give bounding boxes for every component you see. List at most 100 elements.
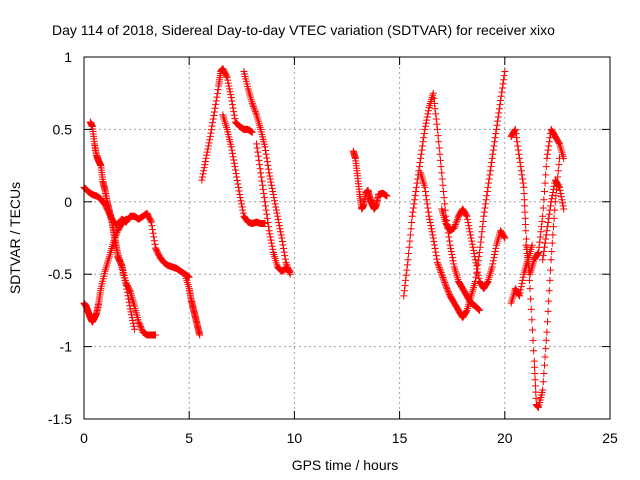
data-point xyxy=(516,289,524,297)
data-point xyxy=(228,149,236,157)
data-point xyxy=(558,196,566,204)
data-point xyxy=(402,276,410,284)
data-point xyxy=(435,262,443,270)
data-point xyxy=(513,134,521,142)
data-point xyxy=(560,205,568,213)
data-point xyxy=(422,192,430,200)
data-point xyxy=(234,184,242,192)
data-point xyxy=(471,253,479,261)
data-point xyxy=(528,316,536,324)
data-point xyxy=(475,274,483,282)
data-point xyxy=(430,238,438,246)
data-point xyxy=(269,187,277,195)
data-point xyxy=(281,255,289,263)
data-point xyxy=(266,172,274,180)
data-point xyxy=(150,237,158,245)
data-point xyxy=(401,282,409,290)
data-point xyxy=(545,138,553,146)
data-point xyxy=(549,185,557,193)
data-point xyxy=(200,167,208,175)
data-point xyxy=(528,241,536,249)
data-point xyxy=(544,307,552,315)
data-point xyxy=(404,256,412,264)
data-point xyxy=(540,361,548,369)
data-point xyxy=(424,107,432,115)
data-point xyxy=(467,231,475,239)
data-point xyxy=(275,218,283,226)
data-point xyxy=(236,194,244,202)
data-point xyxy=(203,151,211,159)
data-point xyxy=(445,233,453,241)
data-point xyxy=(424,204,432,212)
data-point xyxy=(543,328,551,336)
data-point xyxy=(383,192,391,200)
data-point xyxy=(129,317,137,325)
data-point xyxy=(274,215,282,223)
data-point xyxy=(126,286,134,294)
data-point xyxy=(525,276,533,284)
data-point xyxy=(124,295,132,303)
data-point xyxy=(540,369,548,377)
data-point xyxy=(477,233,485,241)
data-point xyxy=(501,234,509,242)
data-point xyxy=(501,67,509,75)
data-point xyxy=(495,109,503,117)
data-point xyxy=(417,154,425,162)
data-point xyxy=(438,270,446,278)
data-point xyxy=(474,268,482,276)
data-point xyxy=(239,209,247,217)
data-point xyxy=(259,185,267,193)
chart-title: Day 114 of 2018, Sidereal Day-to-day VTE… xyxy=(52,22,555,38)
data-point xyxy=(130,325,138,333)
x-tick-label: 5 xyxy=(185,430,193,446)
data-point xyxy=(489,146,497,154)
data-point xyxy=(547,198,555,206)
data-point xyxy=(497,92,505,100)
data-point xyxy=(206,136,214,144)
data-point xyxy=(403,261,411,269)
data-point xyxy=(442,282,450,290)
data-point xyxy=(203,148,211,156)
data-point xyxy=(406,237,414,245)
data-point xyxy=(421,187,429,195)
data-point xyxy=(442,283,450,291)
data-point xyxy=(517,163,525,171)
data-point xyxy=(406,231,414,239)
data-point xyxy=(542,163,550,171)
data-point xyxy=(436,265,444,273)
data-point xyxy=(262,146,270,154)
data-point xyxy=(135,318,143,326)
data-point xyxy=(539,212,547,220)
data-point xyxy=(441,200,449,208)
data-point xyxy=(512,130,520,138)
data-point xyxy=(147,218,155,226)
data-point xyxy=(252,109,260,117)
data-point xyxy=(237,197,245,205)
data-point xyxy=(286,267,294,275)
data-point xyxy=(402,271,410,279)
data-point xyxy=(465,222,473,230)
data-point xyxy=(148,222,156,230)
data-point xyxy=(491,134,499,142)
data-point xyxy=(253,144,261,152)
data-point xyxy=(254,152,262,160)
data-point xyxy=(547,256,555,264)
data-point xyxy=(214,86,222,94)
data-point xyxy=(235,187,243,195)
data-point xyxy=(201,157,209,165)
data-point xyxy=(137,322,145,330)
data-point xyxy=(278,238,286,246)
data-point xyxy=(543,150,551,158)
data-point xyxy=(476,306,484,314)
data-point xyxy=(531,363,539,371)
data-point xyxy=(546,266,554,274)
data-point xyxy=(403,266,411,274)
data-point xyxy=(482,200,490,208)
data-point xyxy=(266,233,274,241)
data-point xyxy=(238,203,246,211)
data-point xyxy=(439,274,447,282)
series-sat-2 xyxy=(80,215,130,326)
data-point xyxy=(478,228,486,236)
data-point xyxy=(438,175,446,183)
